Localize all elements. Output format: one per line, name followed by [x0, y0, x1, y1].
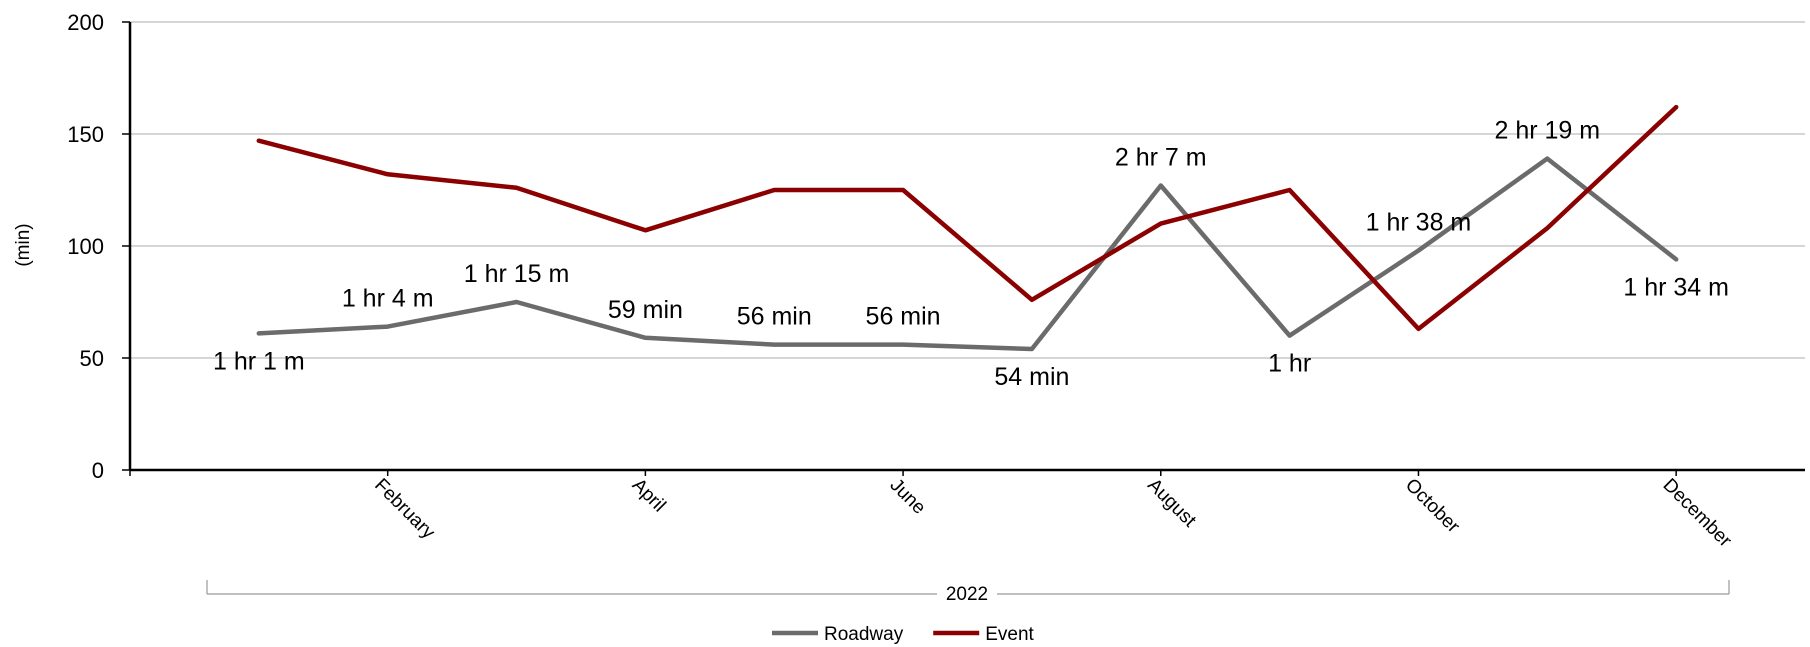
x-tick-label: August: [1143, 475, 1200, 532]
y-tick-label: 150: [67, 122, 104, 147]
legend-label: Roadway: [824, 624, 904, 645]
x-tick-label: June: [886, 475, 930, 519]
data-label: 1 hr 4 m: [342, 285, 434, 313]
data-label: 1 hr 34 m: [1623, 273, 1729, 301]
data-label: 56 min: [866, 303, 941, 331]
series-line-roadway: [256, 156, 1679, 352]
legend: Roadway Event: [772, 624, 1035, 645]
x-axis-group: 2022: [206, 580, 1730, 605]
y-tick-label: 50: [80, 346, 104, 371]
legend-label: Event: [985, 624, 1034, 645]
data-label: 1 hr 38 m: [1366, 208, 1472, 236]
y-tick-label: 0: [92, 458, 104, 483]
data-label: 2 hr 19 m: [1495, 117, 1601, 145]
x-tick-label: April: [628, 475, 670, 517]
data-label: 54 min: [994, 363, 1069, 391]
axes: 0 50 100 150 200 February April June August Octob…: [67, 10, 1805, 552]
series-line-event: [256, 104, 1679, 332]
y-tick-label: 200: [67, 10, 104, 35]
data-label: 59 min: [608, 296, 683, 324]
x-tick-label: December: [1659, 475, 1736, 552]
series-lines: [256, 104, 1679, 352]
data-label: 1 hr: [1268, 350, 1311, 378]
x-tick-label: February: [370, 475, 439, 544]
data-label: 1 hr 15 m: [464, 260, 570, 288]
data-label: 2 hr 7 m: [1115, 144, 1207, 172]
data-label: 56 min: [737, 303, 812, 331]
y-axis-title: (min): [13, 223, 34, 266]
y-tick-label: 100: [67, 234, 104, 259]
x-axis-group-label: 2022: [946, 584, 988, 605]
data-labels: 1 hr 1 m 1 hr 4 m 1 hr 15 m 59 min 56 min 56 …: [213, 117, 1729, 391]
x-tick-label: October: [1401, 475, 1464, 538]
data-label: 1 hr 1 m: [213, 347, 305, 375]
